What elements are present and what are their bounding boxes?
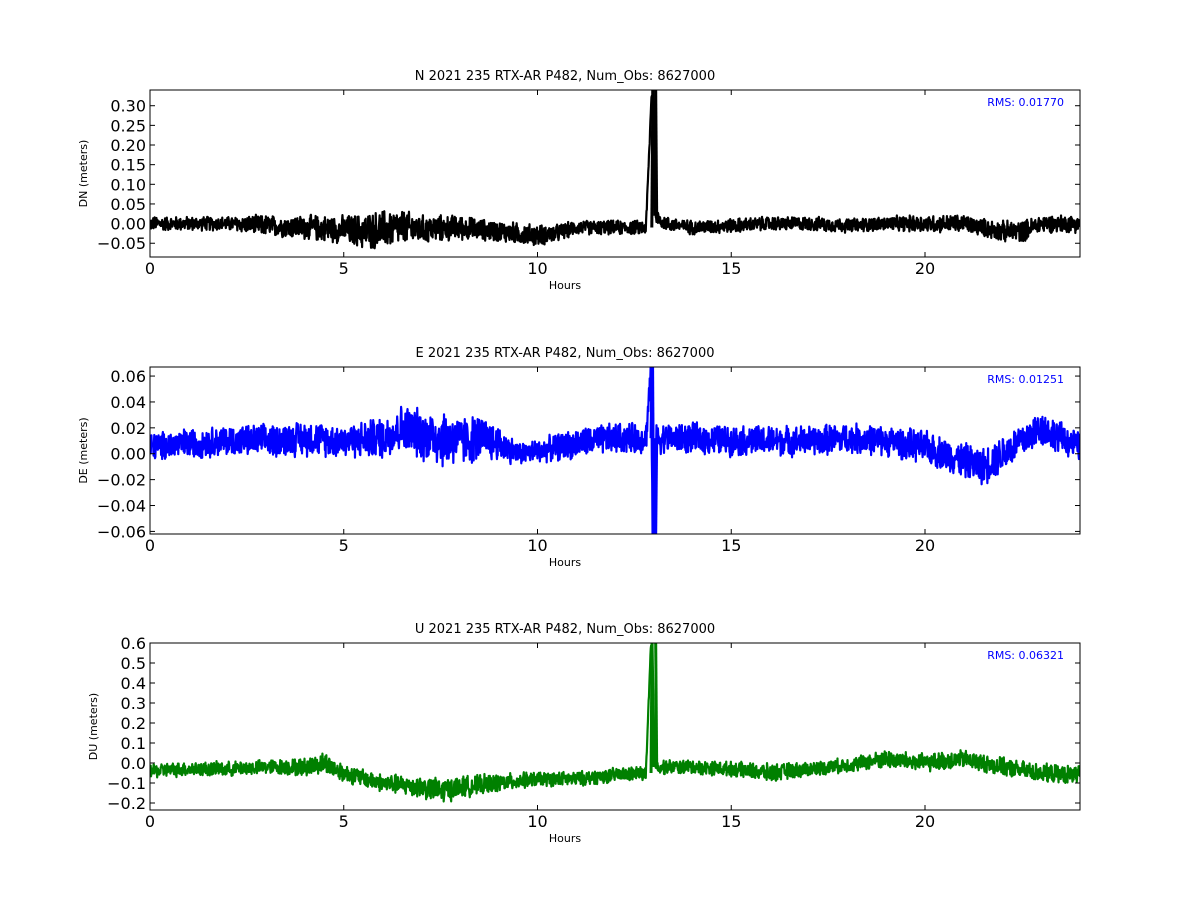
x-tick-label: 10 xyxy=(527,536,547,555)
y-tick-label: 0.6 xyxy=(121,634,146,653)
plot-frame-up xyxy=(149,642,1081,811)
spike-mark-up xyxy=(654,643,659,768)
x-tick-label: 15 xyxy=(721,536,741,555)
x-axis-label-east: Hours xyxy=(549,556,581,569)
y-tick-label: −0.2 xyxy=(107,794,146,813)
y-tick-label: 0.06 xyxy=(110,367,146,386)
spike-mark-up xyxy=(650,643,656,768)
y-tick-label: −0.04 xyxy=(97,497,146,516)
x-tick-label: 0 xyxy=(145,259,155,278)
chart-title-up: U 2021 235 RTX-AR P482, Num_Obs: 8627000 xyxy=(415,622,715,637)
x-axis-label-north: Hours xyxy=(549,279,581,292)
y-axis-label-up: DU (meters) xyxy=(87,693,100,760)
chart-title-north: N 2021 235 RTX-AR P482, Num_Obs: 8627000 xyxy=(415,69,715,84)
y-tick-label: 0.3 xyxy=(121,694,146,713)
series-line-east xyxy=(150,367,1080,534)
x-tick-label: 5 xyxy=(339,536,349,555)
y-tick-label: 0.15 xyxy=(110,156,146,175)
panel-north: 0 5 10 15 20 −0.050.000.050.100.150.200.250.3… xyxy=(77,69,1081,292)
x-tick-label: 0 xyxy=(145,536,155,555)
chart-title-east: E 2021 235 RTX-AR P482, Num_Obs: 8627000 xyxy=(416,346,715,361)
series-line-up xyxy=(150,644,1080,803)
y-axis-label-north: DN (meters) xyxy=(77,140,90,208)
y-tick-label: 0.00 xyxy=(110,215,146,234)
series-line-north xyxy=(150,94,1080,250)
y-tick-label: 0.2 xyxy=(121,714,146,733)
y-tick-label: 0.00 xyxy=(110,445,146,464)
x-tick-label: 20 xyxy=(915,536,935,555)
y-tick-label: −0.05 xyxy=(97,234,146,253)
x-tick-label: 10 xyxy=(527,259,547,278)
spike-mark-north xyxy=(651,90,657,216)
rms-annotation-up: RMS: 0.06321 xyxy=(987,649,1064,662)
y-tick-label: 0.02 xyxy=(110,419,146,438)
spike-mark-east xyxy=(654,438,659,534)
spike-mark-north xyxy=(654,90,659,216)
x-tick-label: 20 xyxy=(915,812,935,831)
x-tick-label: 20 xyxy=(915,259,935,278)
y-tick-label: −0.1 xyxy=(107,774,146,793)
y-axis-label-east: DE (meters) xyxy=(77,417,90,483)
x-tick-label: 15 xyxy=(721,259,741,278)
y-tick-label: 0.25 xyxy=(110,116,146,135)
y-tick-label: 0.5 xyxy=(121,654,146,673)
y-tick-label: 0.05 xyxy=(110,195,146,214)
plot-frame-east xyxy=(149,366,1081,535)
y-tick-label: −0.06 xyxy=(97,522,146,541)
spike-mark-north xyxy=(655,215,661,224)
y-tick-label: 0.0 xyxy=(121,754,146,773)
panel-up: 0 5 10 15 20 −0.2−0.10.00.10.20.30.40.50.6 U 2… xyxy=(87,622,1081,845)
x-axis-label-up: Hours xyxy=(549,832,581,845)
rms-annotation-east: RMS: 0.01251 xyxy=(987,373,1064,386)
rms-annotation-north: RMS: 0.01770 xyxy=(987,96,1064,109)
y-tick-label: 0.20 xyxy=(110,136,146,155)
y-tick-label: 0.4 xyxy=(121,674,146,693)
x-tick-label: 15 xyxy=(721,812,741,831)
x-tick-label: 5 xyxy=(339,812,349,831)
y-tick-label: 0.1 xyxy=(121,734,146,753)
x-tick-label: 5 xyxy=(339,259,349,278)
panel-east: 0 5 10 15 20 −0.06 −0.04 −0.02 0.00 0.02 0.04 0.06 E… xyxy=(77,346,1081,569)
y-tick-label: 0.30 xyxy=(110,97,146,116)
plot-frame-north xyxy=(149,89,1081,258)
x-tick-label: 10 xyxy=(527,812,547,831)
x-tick-label: 0 xyxy=(145,812,155,831)
y-tick-label: 0.04 xyxy=(110,393,146,412)
y-tick-label: −0.02 xyxy=(97,471,146,490)
y-tick-label: 0.10 xyxy=(110,175,146,194)
